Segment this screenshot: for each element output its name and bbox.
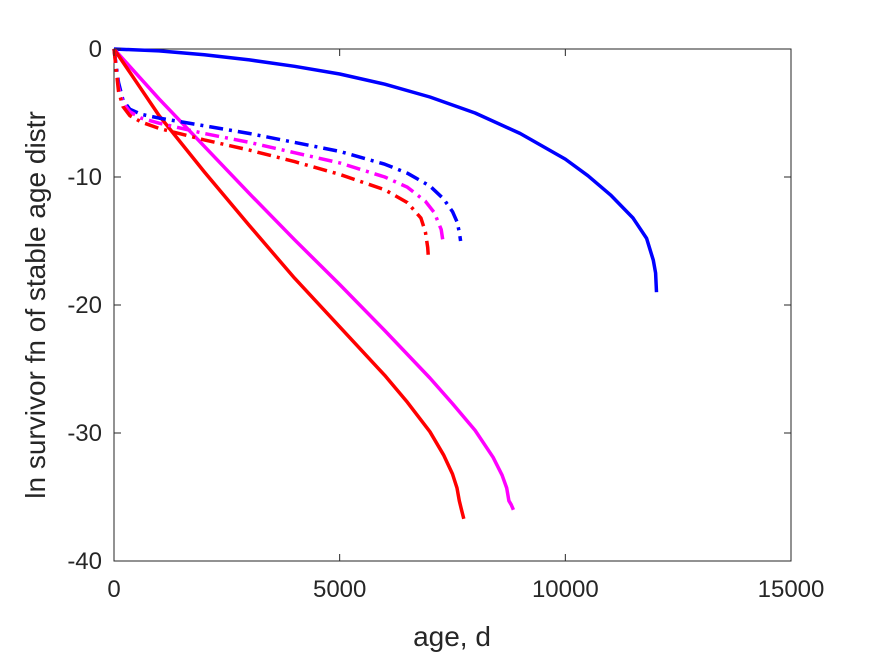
x-tick-label: 0 — [107, 576, 120, 603]
x-tick-label: 10000 — [532, 576, 599, 603]
y-tick-label: -40 — [67, 548, 102, 575]
y-tick-label: -20 — [67, 292, 102, 319]
tick-layer: 0 5000 10000 15000 0 -10 -20 -30 -40 — [67, 36, 824, 603]
y-axis-label: ln survivor fn of stable age distr — [20, 111, 51, 499]
series-line-3 — [112, 48, 466, 520]
x-tick-label: 15000 — [758, 576, 825, 603]
series-layer — [112, 47, 659, 520]
y-tick-label: -30 — [67, 420, 102, 447]
series-line-6 — [112, 48, 431, 261]
y-tick-label: 0 — [89, 36, 102, 63]
series-line-1 — [113, 47, 659, 293]
series-line-5 — [112, 48, 446, 246]
plot-area — [113, 48, 792, 562]
series-line-2 — [112, 47, 516, 511]
x-axis-label: age, d — [413, 621, 491, 652]
x-tick-label: 5000 — [313, 576, 366, 603]
y-tick-label: -10 — [67, 164, 102, 191]
